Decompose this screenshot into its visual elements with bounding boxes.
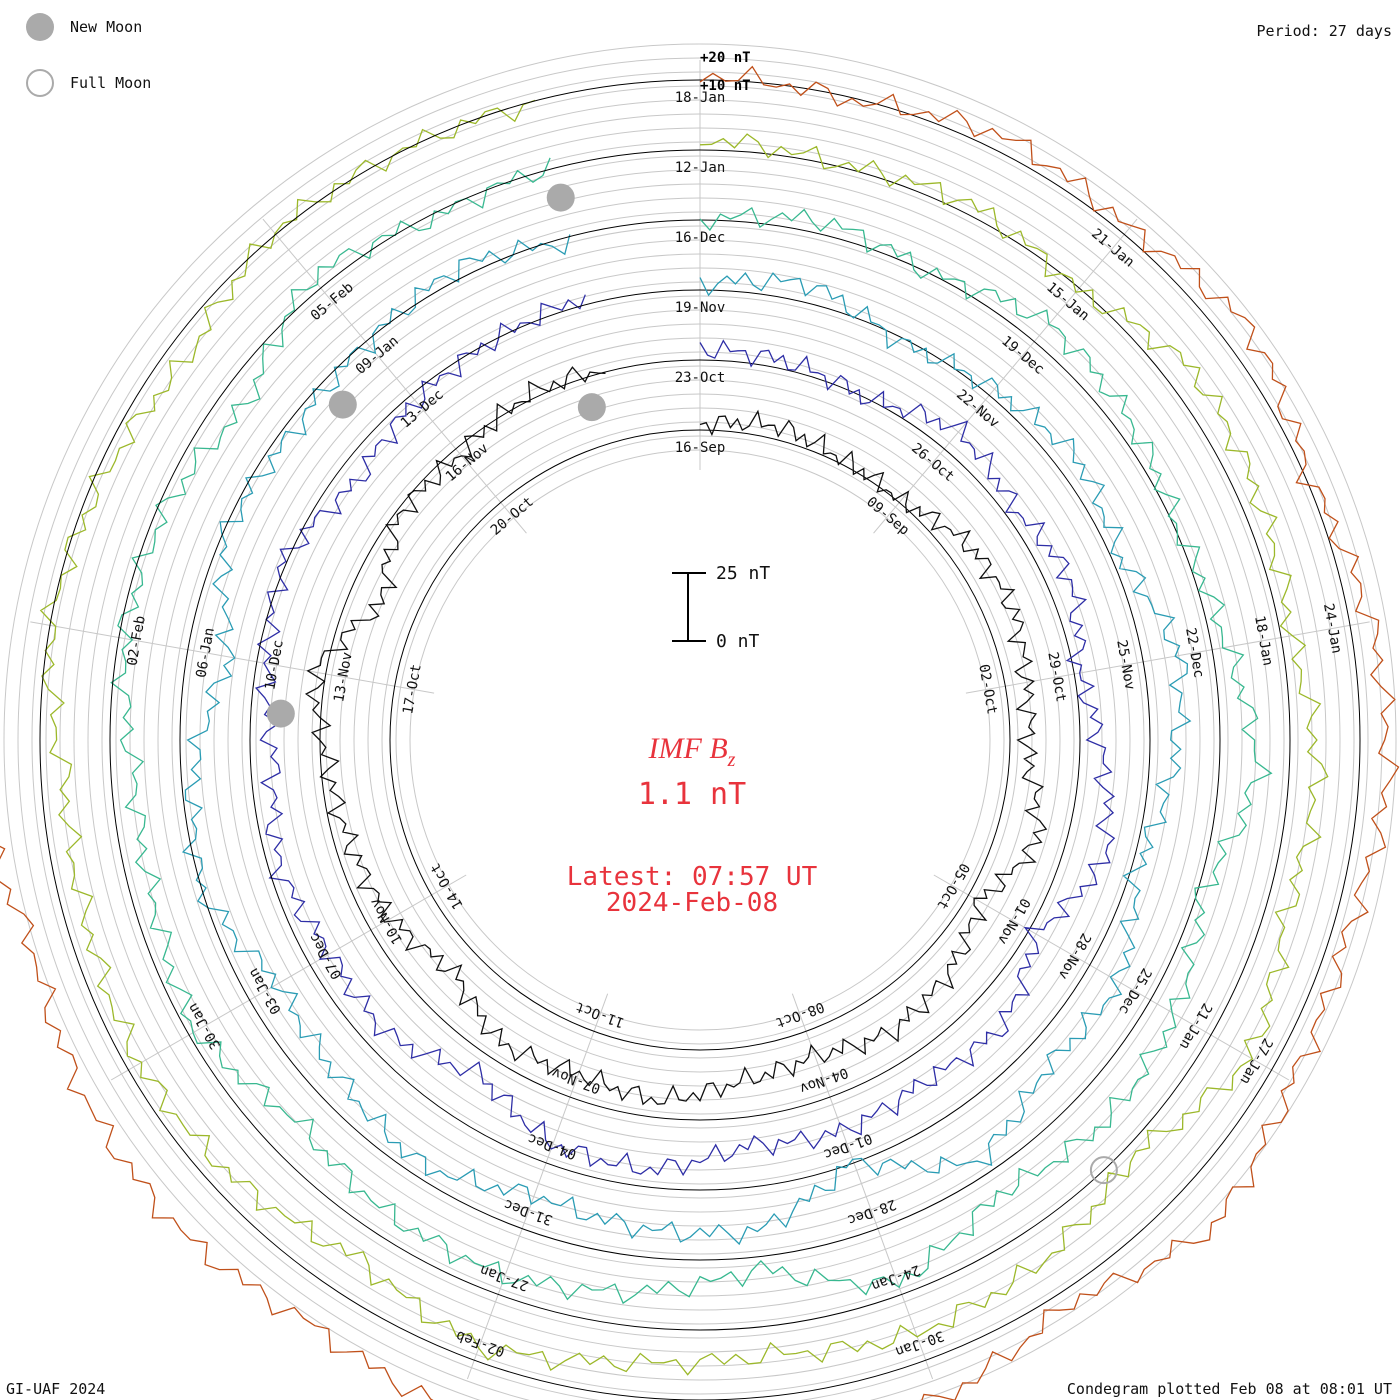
zero-ring: [109, 149, 1291, 1331]
chart-title-main: IMF B: [648, 732, 728, 765]
date-label: 07-Nov: [550, 1064, 603, 1096]
plotted-label: Condegram plotted Feb 08 at 08:01 UT: [1066, 1380, 1392, 1398]
date-label: 27-Jan: [478, 1261, 531, 1293]
full-moon-marker: [1089, 1156, 1118, 1185]
zero-ring: [319, 359, 1081, 1121]
series-line-cycle-5: [39, 99, 1329, 1376]
grid-ring: [17, 57, 1383, 1400]
new-moon-icon: [26, 13, 54, 41]
zero-ring: [389, 429, 1011, 1051]
date-label: 04-Dec: [526, 1130, 579, 1162]
grid-spoke: [791, 993, 934, 1380]
date-label: 16-Dec: [675, 230, 726, 246]
grid: [3, 43, 1397, 1400]
full-moon-icon: [26, 69, 54, 97]
grid-spoke: [110, 874, 467, 1081]
new-moon-marker: [577, 393, 606, 422]
current-value: 1.1 nT: [638, 777, 746, 812]
date-label: 08-Oct: [773, 998, 826, 1030]
date-label: 18-Jan: [675, 90, 726, 106]
credit-label: GI-UAF 2024: [6, 1380, 106, 1398]
date-label: 16-Sep: [675, 440, 726, 456]
series-line-cycle-3: [181, 234, 1192, 1246]
legend-new-moon: New Moon: [26, 13, 142, 41]
new-moon-marker: [328, 390, 357, 419]
zero-ring: [249, 289, 1151, 1191]
date-label: 31-Dec: [502, 1196, 555, 1228]
period-label: Period: 27 days: [1256, 22, 1392, 40]
date-label: 30-Jan: [893, 1327, 946, 1359]
moons-layer: [266, 183, 1118, 1185]
chart-title-subscript: z: [727, 749, 736, 771]
date-label: 01-Dec: [821, 1130, 874, 1162]
series-layer: [0, 65, 1400, 1400]
date-label: 11-Oct: [574, 998, 627, 1030]
legend-full-moon-label: Full Moon: [70, 74, 152, 92]
chart-title: IMF Bz: [648, 732, 736, 771]
new-moon-marker: [546, 183, 575, 212]
date-label: 23-Oct: [675, 370, 726, 386]
scale-bottom-label: 0 nT: [716, 631, 760, 652]
scale-bar: 25 nT 0 nT: [672, 563, 770, 652]
legend-new-moon-label: New Moon: [70, 18, 143, 36]
date-label: 28-Dec: [845, 1196, 898, 1228]
series-line-cycle-1: [304, 366, 1048, 1106]
grid-spoke: [262, 218, 527, 534]
zero-ring: [39, 79, 1361, 1400]
legend-full-moon: Full Moon: [26, 69, 151, 97]
new-moon-marker: [266, 699, 295, 728]
grid-spoke: [873, 218, 1138, 534]
date-label: 24-Jan: [869, 1261, 922, 1293]
grid-spoke: [466, 993, 609, 1380]
series-line-cycle-4: [110, 157, 1273, 1305]
date-label: 12-Jan: [675, 160, 726, 176]
scale-top-label: 25 nT: [716, 563, 770, 584]
date-label: 19-Nov: [675, 300, 726, 316]
ring-label-10: +10 nT: [700, 78, 751, 94]
grid-spoke: [30, 621, 435, 694]
ring-label-20: +20 nT: [700, 50, 751, 66]
latest-date: 2024-Feb-08: [606, 888, 778, 918]
latest-time: Latest: 07:57 UT: [567, 862, 818, 892]
series-line-cycle-2: [254, 294, 1116, 1177]
series-line-cycle-6: [0, 65, 1400, 1400]
zero-ring: [179, 219, 1221, 1261]
grid-ring: [3, 43, 1397, 1400]
date-label: 02-Feb: [454, 1327, 507, 1359]
date-label: 04-Nov: [797, 1064, 850, 1096]
